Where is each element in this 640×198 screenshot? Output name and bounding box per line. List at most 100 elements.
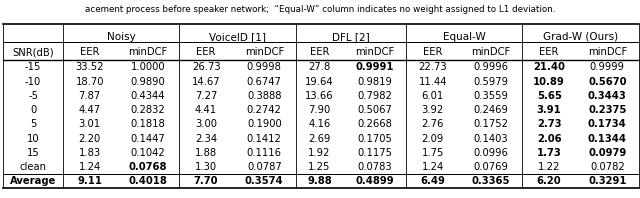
Text: 10.89: 10.89 [533, 77, 565, 87]
Text: 0.6747: 0.6747 [247, 77, 282, 87]
Text: 11.44: 11.44 [419, 77, 447, 87]
Text: 13.66: 13.66 [305, 91, 333, 101]
Text: Noisy: Noisy [107, 32, 136, 42]
Text: 2.34: 2.34 [195, 134, 217, 144]
Text: Grad-W (Ours): Grad-W (Ours) [543, 32, 618, 42]
Text: -5: -5 [28, 91, 38, 101]
Text: 21.40: 21.40 [533, 62, 565, 72]
Text: 7.70: 7.70 [194, 176, 218, 186]
Text: EER: EER [423, 48, 442, 57]
Text: 7.87: 7.87 [79, 91, 101, 101]
Text: 6.49: 6.49 [420, 176, 445, 186]
Text: 0.3365: 0.3365 [472, 176, 510, 186]
Text: 0.3559: 0.3559 [474, 91, 508, 101]
Text: minDCF: minDCF [128, 48, 168, 57]
Text: 0.2668: 0.2668 [357, 119, 392, 129]
Text: 3.92: 3.92 [422, 105, 444, 115]
Text: 15: 15 [27, 148, 40, 158]
Text: 2.76: 2.76 [422, 119, 444, 129]
Text: 7.90: 7.90 [308, 105, 330, 115]
Text: 2.09: 2.09 [422, 134, 444, 144]
Text: 4.41: 4.41 [195, 105, 217, 115]
Text: minDCF: minDCF [588, 48, 627, 57]
Text: 0.9996: 0.9996 [474, 62, 508, 72]
Text: 0.1344: 0.1344 [588, 134, 627, 144]
Text: 3.91: 3.91 [537, 105, 561, 115]
Text: 0.9991: 0.9991 [355, 62, 394, 72]
Text: 0.4344: 0.4344 [131, 91, 165, 101]
Text: 9.11: 9.11 [77, 176, 102, 186]
Text: 4.16: 4.16 [308, 119, 330, 129]
Text: clean: clean [20, 162, 47, 172]
Text: 1.25: 1.25 [308, 162, 331, 172]
Text: 0.7982: 0.7982 [357, 91, 392, 101]
Text: 0.9819: 0.9819 [357, 77, 392, 87]
Text: 0.0769: 0.0769 [474, 162, 508, 172]
Text: 2.06: 2.06 [537, 134, 561, 144]
Text: SNR(dB): SNR(dB) [12, 48, 54, 57]
Text: 0.2832: 0.2832 [131, 105, 165, 115]
Text: 0.1042: 0.1042 [131, 148, 165, 158]
Text: 0.1116: 0.1116 [247, 148, 282, 158]
Text: 0.0783: 0.0783 [357, 162, 392, 172]
Text: 0.4899: 0.4899 [355, 176, 394, 186]
Text: 0.1900: 0.1900 [247, 119, 282, 129]
Text: 7.27: 7.27 [195, 91, 218, 101]
Text: -15: -15 [25, 62, 41, 72]
Text: 0.1705: 0.1705 [357, 134, 392, 144]
Text: 3.00: 3.00 [195, 119, 217, 129]
Text: 0.1447: 0.1447 [131, 134, 165, 144]
Text: 1.83: 1.83 [79, 148, 100, 158]
Text: 0.2742: 0.2742 [247, 105, 282, 115]
Text: EER: EER [310, 48, 329, 57]
Text: 2.20: 2.20 [79, 134, 101, 144]
Text: 0.5067: 0.5067 [357, 105, 392, 115]
Text: 0.0768: 0.0768 [129, 162, 167, 172]
Text: 4.47: 4.47 [79, 105, 100, 115]
Text: 0.3574: 0.3574 [245, 176, 284, 186]
Text: 6.01: 6.01 [422, 91, 444, 101]
Text: Equal-W: Equal-W [443, 32, 486, 42]
Text: 0.9998: 0.9998 [247, 62, 282, 72]
Text: 1.24: 1.24 [79, 162, 101, 172]
Text: 33.52: 33.52 [76, 62, 104, 72]
Text: 0.9999: 0.9999 [590, 62, 625, 72]
Text: -10: -10 [25, 77, 41, 87]
Text: 2.73: 2.73 [537, 119, 561, 129]
Text: 0.5979: 0.5979 [474, 77, 508, 87]
Text: minDCF: minDCF [244, 48, 284, 57]
Text: 0.5670: 0.5670 [588, 77, 627, 87]
Text: 26.73: 26.73 [192, 62, 220, 72]
Text: EER: EER [196, 48, 216, 57]
Text: 0.2375: 0.2375 [588, 105, 627, 115]
Text: 1.73: 1.73 [537, 148, 561, 158]
Text: 0.1403: 0.1403 [474, 134, 508, 144]
Text: 0.1734: 0.1734 [588, 119, 627, 129]
Text: 0.0787: 0.0787 [247, 162, 282, 172]
Text: 1.88: 1.88 [195, 148, 217, 158]
Text: 1.92: 1.92 [308, 148, 331, 158]
Text: minDCF: minDCF [355, 48, 394, 57]
Text: 1.24: 1.24 [422, 162, 444, 172]
Text: 0.3443: 0.3443 [588, 91, 627, 101]
Text: minDCF: minDCF [471, 48, 511, 57]
Text: 0.4018: 0.4018 [129, 176, 167, 186]
Text: 0.3888: 0.3888 [247, 91, 282, 101]
Text: 2.69: 2.69 [308, 134, 331, 144]
Text: 0.1412: 0.1412 [247, 134, 282, 144]
Text: 27.8: 27.8 [308, 62, 330, 72]
Text: 1.0000: 1.0000 [131, 62, 165, 72]
Text: 6.20: 6.20 [537, 176, 561, 186]
Text: 5: 5 [30, 119, 36, 129]
Text: 19.64: 19.64 [305, 77, 333, 87]
Text: 0.0996: 0.0996 [474, 148, 508, 158]
Text: 10: 10 [27, 134, 40, 144]
Text: 14.67: 14.67 [192, 77, 220, 87]
Text: VoiceID [1]: VoiceID [1] [209, 32, 266, 42]
Text: 0.9890: 0.9890 [131, 77, 165, 87]
Text: 0.1175: 0.1175 [357, 148, 392, 158]
Text: 0.1752: 0.1752 [474, 119, 508, 129]
Text: EER: EER [540, 48, 559, 57]
Text: DFL [2]: DFL [2] [332, 32, 370, 42]
Text: 0.2469: 0.2469 [474, 105, 508, 115]
